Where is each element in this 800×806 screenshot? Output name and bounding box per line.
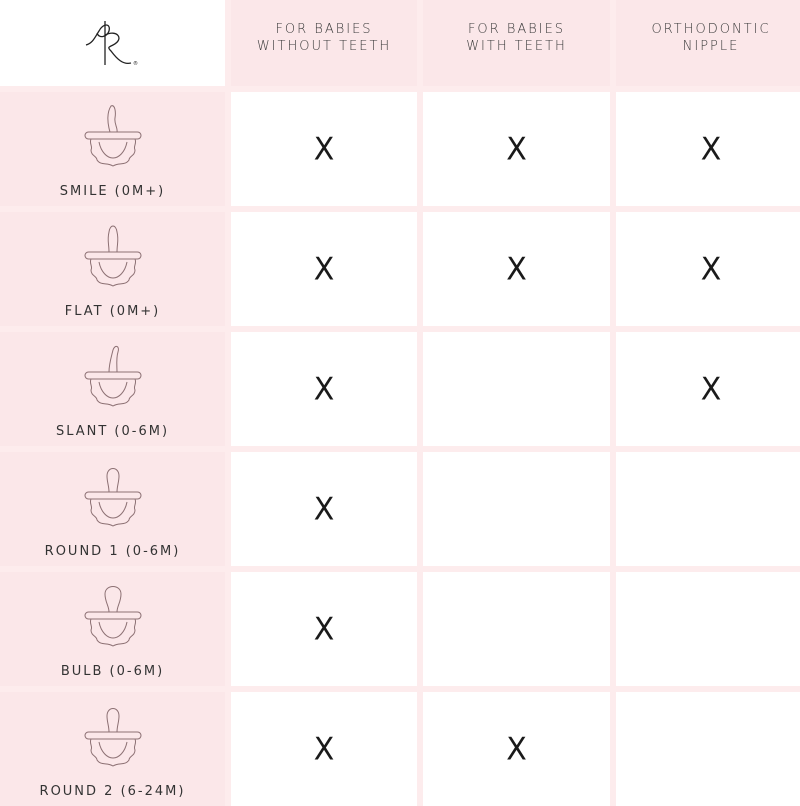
logo-icon: ® bbox=[85, 21, 138, 67]
check-mark: X bbox=[506, 130, 527, 168]
check-mark: X bbox=[313, 490, 335, 528]
check-mark: X bbox=[700, 370, 722, 408]
row-label: ROUND 1 (0-6M) bbox=[44, 543, 181, 559]
table-cell bbox=[616, 452, 800, 566]
column-header: FOR BABIES WITH TEETH bbox=[423, 0, 610, 86]
column-header: FOR BABIES WITHOUT TEETH bbox=[231, 0, 417, 86]
row-label: ROUND 2 (6-24M) bbox=[39, 783, 186, 799]
column-header-line2: WITHOUT TEETH bbox=[256, 39, 392, 54]
check-mark: X bbox=[313, 610, 335, 648]
table-cell: X bbox=[423, 92, 610, 206]
table-cell: X bbox=[231, 692, 417, 806]
column-header: ORTHODONTIC NIPPLE bbox=[616, 0, 800, 86]
pacifier-smile-icon bbox=[84, 104, 141, 167]
pacifier-slant-icon bbox=[84, 345, 141, 407]
column-header-line2: WITH TEETH bbox=[466, 39, 567, 54]
row-label: SLANT (0-6M) bbox=[55, 423, 170, 439]
table-cell: X bbox=[231, 92, 417, 206]
table-cell: X bbox=[423, 692, 610, 806]
check-mark: X bbox=[506, 730, 527, 768]
check-mark: X bbox=[313, 130, 335, 168]
check-mark: X bbox=[700, 250, 722, 288]
logo-cell: ® bbox=[0, 0, 225, 86]
table-cell: X bbox=[231, 332, 417, 446]
table-cell: X bbox=[616, 212, 800, 326]
check-mark: X bbox=[313, 370, 335, 408]
row-label: SMILE (0M+) bbox=[59, 183, 166, 199]
table-cell: X bbox=[423, 212, 610, 326]
row-label-cell: FLAT (0M+) bbox=[0, 212, 225, 326]
column-header-line1: ORTHODONTIC bbox=[651, 22, 771, 37]
row-label-cell: BULB (0-6M) bbox=[0, 572, 225, 686]
table-cell bbox=[423, 452, 610, 566]
table-cell bbox=[423, 332, 610, 446]
table-cell: X bbox=[231, 452, 417, 566]
table-cell: X bbox=[616, 332, 800, 446]
row-label-cell: ROUND 2 (6-24M) bbox=[0, 692, 225, 806]
pacifier-bulb-icon bbox=[84, 585, 141, 647]
table-cell: X bbox=[231, 572, 417, 686]
check-mark: X bbox=[700, 130, 722, 168]
table-cell: X bbox=[616, 92, 800, 206]
row-label-cell: ROUND 1 (0-6M) bbox=[0, 452, 225, 566]
table-cell bbox=[616, 572, 800, 686]
row-label: FLAT (0M+) bbox=[64, 303, 161, 319]
registered-mark: ® bbox=[133, 60, 138, 67]
pacifier-round-icon bbox=[84, 467, 141, 527]
row-label-cell: SMILE (0M+) bbox=[0, 92, 225, 206]
column-header-line1: FOR BABIES bbox=[467, 22, 566, 37]
pacifier-flat-icon bbox=[84, 225, 141, 287]
column-header-line2: NIPPLE bbox=[682, 39, 740, 54]
check-mark: X bbox=[313, 730, 335, 768]
table-cell: X bbox=[231, 212, 417, 326]
pacifier-round-icon bbox=[84, 707, 141, 767]
table-cell bbox=[616, 692, 800, 806]
check-mark: X bbox=[506, 250, 527, 288]
row-label: BULB (0-6M) bbox=[60, 663, 165, 679]
check-mark: X bbox=[313, 250, 335, 288]
column-header-line1: FOR BABIES bbox=[275, 22, 373, 37]
table-cell bbox=[423, 572, 610, 686]
row-label-cell: SLANT (0-6M) bbox=[0, 332, 225, 446]
